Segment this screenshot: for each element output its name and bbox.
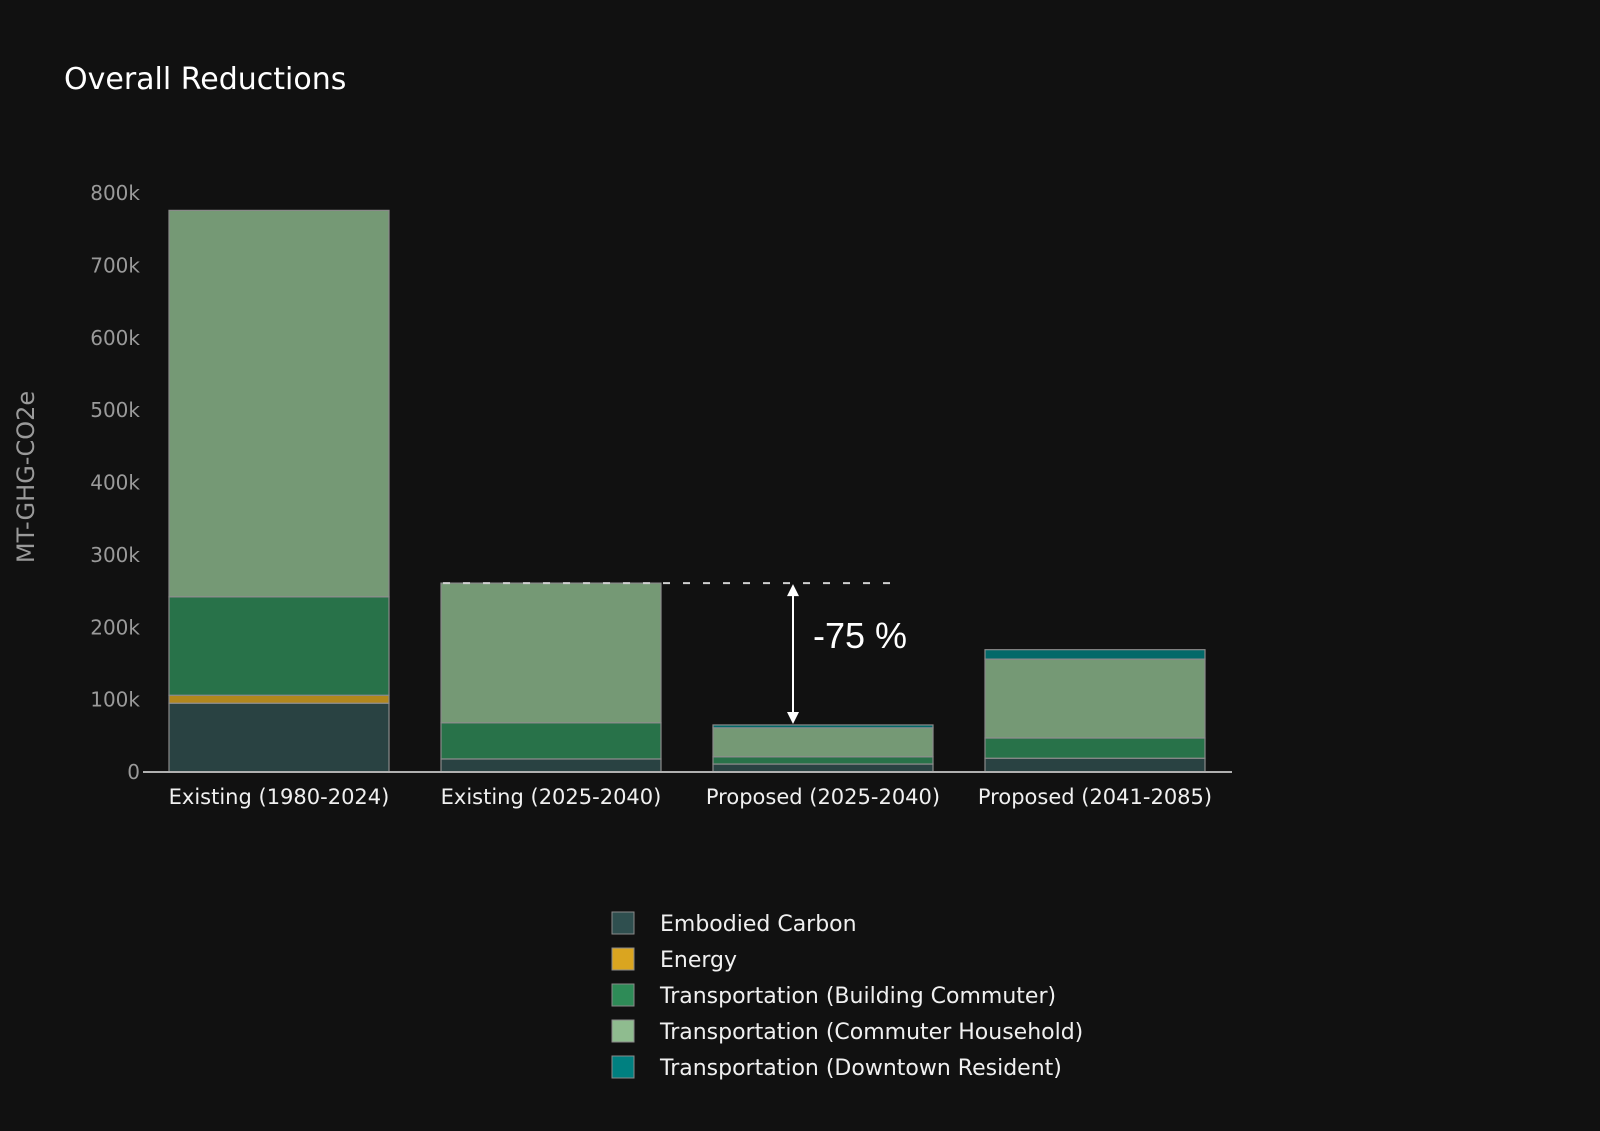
bar-segment-embodied-carbon: [712, 763, 934, 773]
legend-swatch: [611, 911, 635, 935]
x-category-label: Proposed (2025-2040): [706, 785, 940, 809]
x-category-label: Existing (1980-2024): [169, 785, 390, 809]
legend-label: Transportation (Commuter Household): [659, 1020, 1083, 1045]
bar-segment-transportation-building-commuter: [984, 737, 1206, 759]
y-axis-ticks: 0 100k 200k 300k 400k 500k 600k 700k 800k: [90, 181, 140, 784]
bar-segment-transportation-commuter-household: [168, 209, 390, 598]
y-tick-label: 500k: [90, 398, 140, 422]
legend-label: Transportation (Downtown Resident): [659, 1056, 1062, 1081]
reduction-percent-label: -75 %: [813, 615, 907, 656]
legend-item[interactable]: Transportation (Downtown Resident): [611, 1055, 1062, 1081]
legend-item[interactable]: Energy: [611, 947, 737, 973]
bar-segment-transportation-building-commuter: [440, 722, 662, 760]
legend-item[interactable]: Embodied Carbon: [611, 911, 857, 937]
y-tick-label: 100k: [90, 688, 140, 712]
legend-label: Transportation (Building Commuter): [659, 984, 1056, 1009]
bar-segment-transportation-building-commuter: [712, 756, 934, 765]
bar-segment-transportation-commuter-household: [712, 727, 934, 758]
legend-item[interactable]: Transportation (Commuter Household): [611, 1019, 1083, 1045]
legend-label: Energy: [660, 948, 737, 973]
x-axis-categories: Existing (1980-2024) Existing (2025-2040)…: [169, 785, 1212, 809]
bars: [168, 209, 1206, 773]
y-tick-label: 200k: [90, 615, 140, 639]
y-tick-label: 400k: [90, 471, 140, 495]
bar-segment-transportation-commuter-household: [984, 658, 1206, 739]
legend-label: Embodied Carbon: [660, 912, 857, 937]
y-tick-label: 700k: [90, 253, 140, 277]
legend-item[interactable]: Transportation (Building Commuter): [611, 983, 1056, 1009]
legend-swatch: [611, 1019, 635, 1043]
bar-segment-energy: [168, 694, 390, 704]
bar-segment-transportation-downtown-resident: [712, 724, 934, 729]
arrow-down-icon: [787, 711, 799, 724]
y-tick-label: 800k: [90, 181, 140, 205]
bar-segment-transportation-downtown-resident: [984, 649, 1206, 660]
y-tick-label: 300k: [90, 543, 140, 567]
legend-swatch: [611, 983, 635, 1007]
bar-segment-embodied-carbon: [168, 702, 390, 773]
x-category-label: Existing (2025-2040): [441, 785, 662, 809]
y-axis-label: MT-GHG-CO2e: [12, 391, 40, 563]
bar-segment-embodied-carbon: [440, 758, 662, 773]
bar-segment-transportation-commuter-household: [440, 582, 662, 724]
y-tick-label: 0: [127, 760, 140, 784]
bar-segment-embodied-carbon: [984, 757, 1206, 773]
reduction-annotation: -75 %: [443, 582, 907, 724]
chart-title: Overall Reductions: [64, 62, 346, 97]
legend-swatch: [611, 1055, 635, 1079]
y-tick-label: 600k: [90, 326, 140, 350]
arrow-up-icon: [787, 584, 799, 597]
bar-segment-transportation-building-commuter: [168, 596, 390, 696]
legend-swatch: [611, 947, 635, 971]
x-category-label: Proposed (2041-2085): [978, 785, 1212, 809]
legend: Embodied Carbon Energy Transportation (Bui…: [611, 911, 1083, 1081]
